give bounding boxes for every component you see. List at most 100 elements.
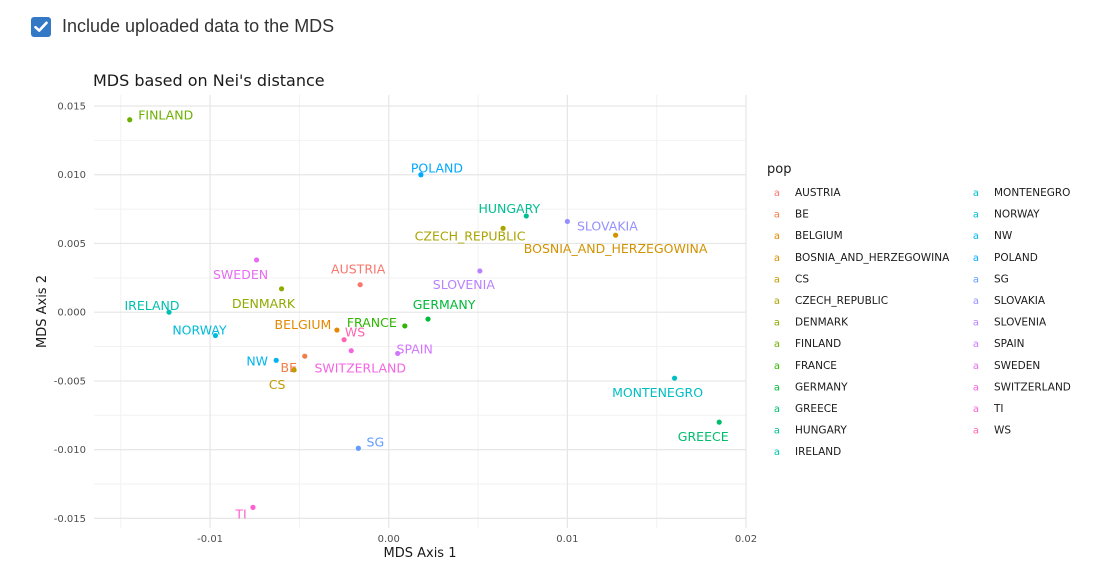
y-tick-label: 0.000 [57, 308, 86, 319]
legend-item-label: CZECH_REPUBLIC [795, 295, 888, 307]
legend-item-label: NORWAY [994, 209, 1040, 221]
include-uploaded-checkbox-row[interactable]: Include uploaded data to the MDS [31, 16, 334, 37]
legend-key: a [973, 296, 979, 307]
point-label: DENMARK [232, 296, 296, 311]
legend-key: a [973, 188, 979, 199]
point-poland [418, 172, 424, 178]
legend-key: a [973, 339, 979, 350]
y-tick-label: -0.010 [54, 445, 86, 456]
y-tick-label: 0.010 [57, 170, 86, 181]
legend-key: a [973, 253, 979, 264]
y-axis-label: MDS Axis 2 [35, 275, 50, 348]
legend-key: a [973, 210, 979, 221]
legend-key: a [973, 231, 979, 242]
point-label: AUSTRIA [331, 262, 386, 277]
point-montenegro [671, 375, 678, 381]
legend-key: a [774, 361, 780, 372]
point-label: NORWAY [172, 323, 227, 338]
point-spain [395, 350, 401, 357]
legend-key: a [774, 339, 780, 350]
include-uploaded-checkbox[interactable] [31, 16, 51, 37]
legend-key: a [774, 274, 780, 285]
legend-item-label: GERMANY [795, 381, 848, 393]
legend-item-label: TI [993, 403, 1004, 415]
point-label: SWEDEN [213, 267, 268, 282]
point-sweden [253, 257, 260, 263]
legend-item-label: NW [994, 230, 1013, 242]
legend-item-label: GREECE [795, 403, 838, 415]
legend-item-label: BELGIUM [795, 230, 843, 242]
point-denmark [278, 286, 285, 292]
legend-title: pop [767, 162, 791, 177]
legend-key: a [774, 253, 780, 264]
point-label: GREECE [678, 429, 729, 444]
legend-key: a [973, 274, 979, 285]
point-label: FRANCE [347, 315, 397, 330]
legend-key: a [973, 426, 979, 437]
point-be [302, 353, 308, 359]
point-label: WS [345, 325, 365, 340]
point-label: HUNGARY [478, 201, 540, 216]
point-label: IRELAND [124, 298, 179, 313]
point-label: SPAIN [397, 341, 433, 356]
point-label: BELGIUM [275, 317, 332, 332]
legend-item-label: SWEDEN [994, 360, 1040, 372]
legend-key: a [774, 231, 780, 242]
legend-key: a [973, 318, 979, 329]
legend-item-label: FINLAND [795, 338, 841, 350]
point-hungary [523, 213, 529, 219]
x-axis-label: MDS Axis 1 [384, 546, 457, 561]
legend-key: a [973, 382, 979, 393]
legend-item-label: FRANCE [795, 360, 837, 372]
include-uploaded-label: Include uploaded data to the MDS [62, 16, 335, 36]
legend-item-label: IRELAND [795, 446, 841, 458]
y-tick-label: -0.005 [54, 376, 86, 387]
point-norway [212, 332, 219, 339]
point-label: CZECH_REPUBLIC [415, 228, 526, 243]
legend-key: a [774, 210, 780, 221]
point-germany [425, 316, 431, 322]
point-greece [716, 419, 722, 425]
legend-item-label: BE [795, 209, 809, 221]
legend-key: a [774, 426, 780, 437]
point-slovakia [564, 218, 570, 225]
point-sg [355, 445, 361, 451]
point-label: NW [246, 353, 268, 368]
point-finland [127, 117, 133, 123]
legend-item-label: SWITZERLAND [994, 381, 1071, 393]
legend-item-label: BOSNIA_AND_HERZEGOWINA [795, 252, 950, 264]
legend-key: a [973, 404, 979, 415]
legend-item-label: SPAIN [994, 338, 1024, 350]
legend-item-label: CS [795, 273, 809, 285]
point-bosnia_and_herzegowina [613, 232, 619, 238]
point-austria [357, 282, 363, 288]
legend-key: a [774, 296, 780, 307]
point-label: BOSNIA_AND_HERZEGOWINA [524, 241, 708, 256]
point-belgium [334, 327, 340, 333]
legend-item-label: MONTENEGRO [994, 187, 1070, 199]
point-label: SLOVAKIA [577, 218, 638, 233]
point-label: SWITZERLAND [314, 361, 406, 376]
point-czech_republic [500, 225, 506, 231]
point-label: FINLAND [138, 108, 193, 123]
x-tick-label: -0.01 [197, 534, 223, 545]
legend-item-label: AUSTRIA [795, 187, 841, 199]
x-tick-label: 0.01 [556, 534, 578, 545]
point-switzerland [348, 348, 354, 354]
point-nw [273, 357, 279, 363]
checkmark-icon [34, 21, 48, 32]
point-label: MONTENEGRO [612, 385, 703, 400]
legend-key: a [774, 404, 780, 415]
legend-key: a [774, 447, 780, 458]
legend-key: a [973, 361, 979, 372]
point-ti [250, 504, 256, 510]
legend-item-label: SG [994, 273, 1009, 285]
legend-key: a [774, 318, 780, 329]
point-label: GERMANY [413, 297, 476, 312]
y-tick-label: -0.015 [54, 514, 86, 525]
legend-item-label: HUNGARY [795, 425, 847, 437]
legend-item-label: SLOVENIA [994, 317, 1047, 329]
point-label: CS [269, 377, 286, 392]
point-label: SG [367, 434, 385, 449]
